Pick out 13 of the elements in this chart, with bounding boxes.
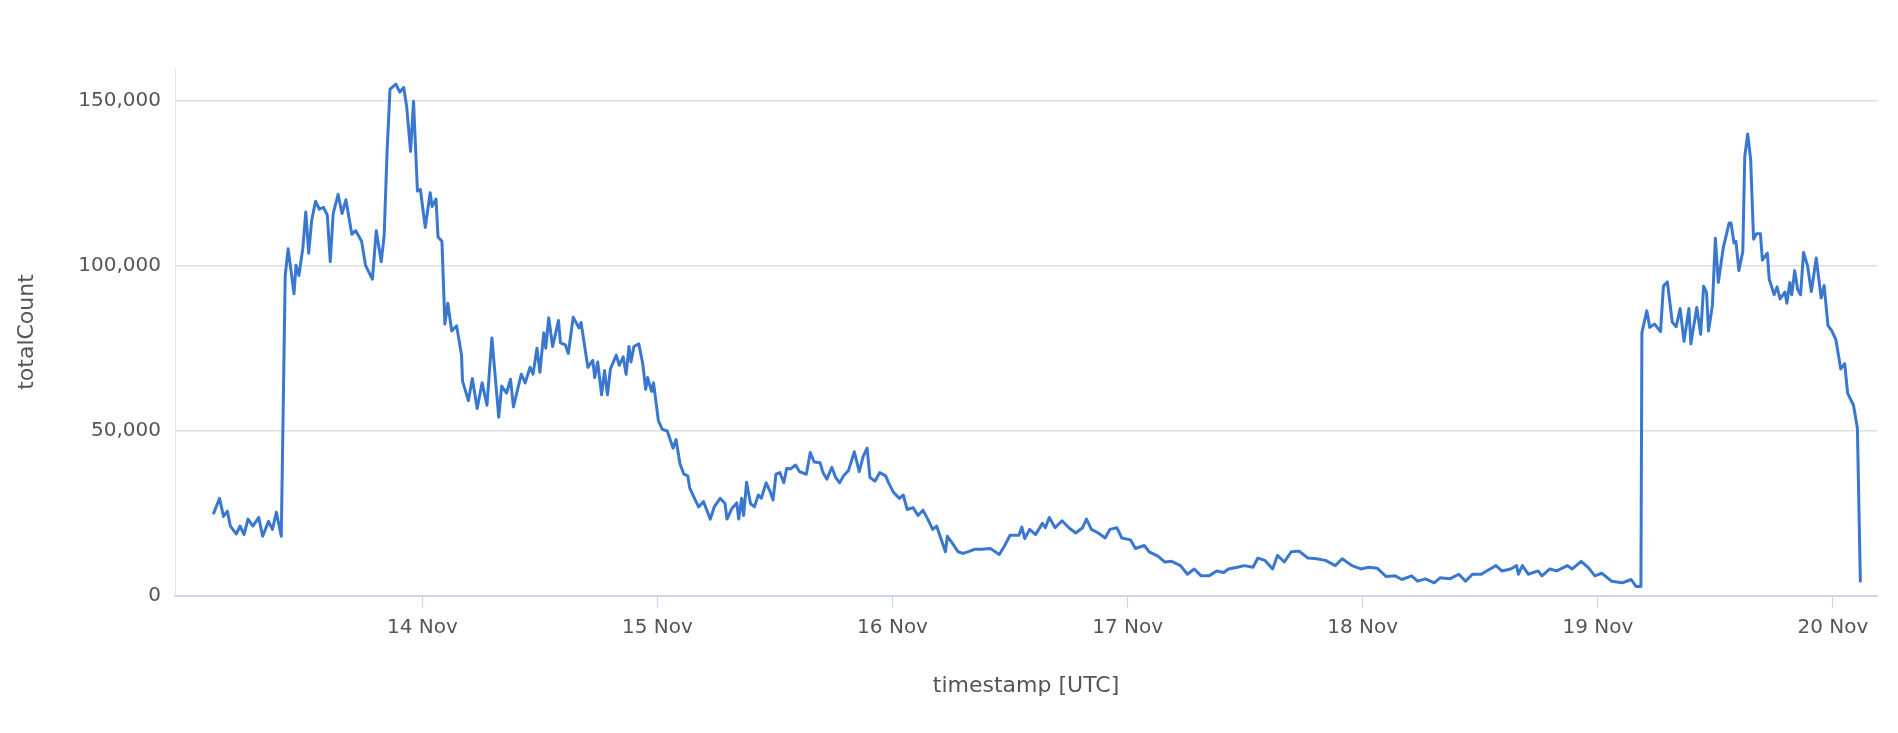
y-tick-label: 0 [148,582,161,607]
x-axis-title: timestamp [UTC] [932,671,1120,697]
y-tick-label: 100,000 [78,252,161,277]
x-tick-label: 19 Nov [1562,614,1634,639]
x-tick-label: 15 Nov [622,614,694,639]
y-axis-title: totalCount [12,273,38,390]
x-tick-label: 18 Nov [1327,614,1399,639]
x-tick-label: 20 Nov [1797,614,1869,639]
y-tick-label: 50,000 [91,417,161,442]
y-tick-label: 150,000 [78,87,161,112]
x-tick-label: 14 Nov [386,614,458,639]
x-tick-label: 17 Nov [1092,614,1164,639]
x-tick-label: 16 Nov [857,614,929,639]
